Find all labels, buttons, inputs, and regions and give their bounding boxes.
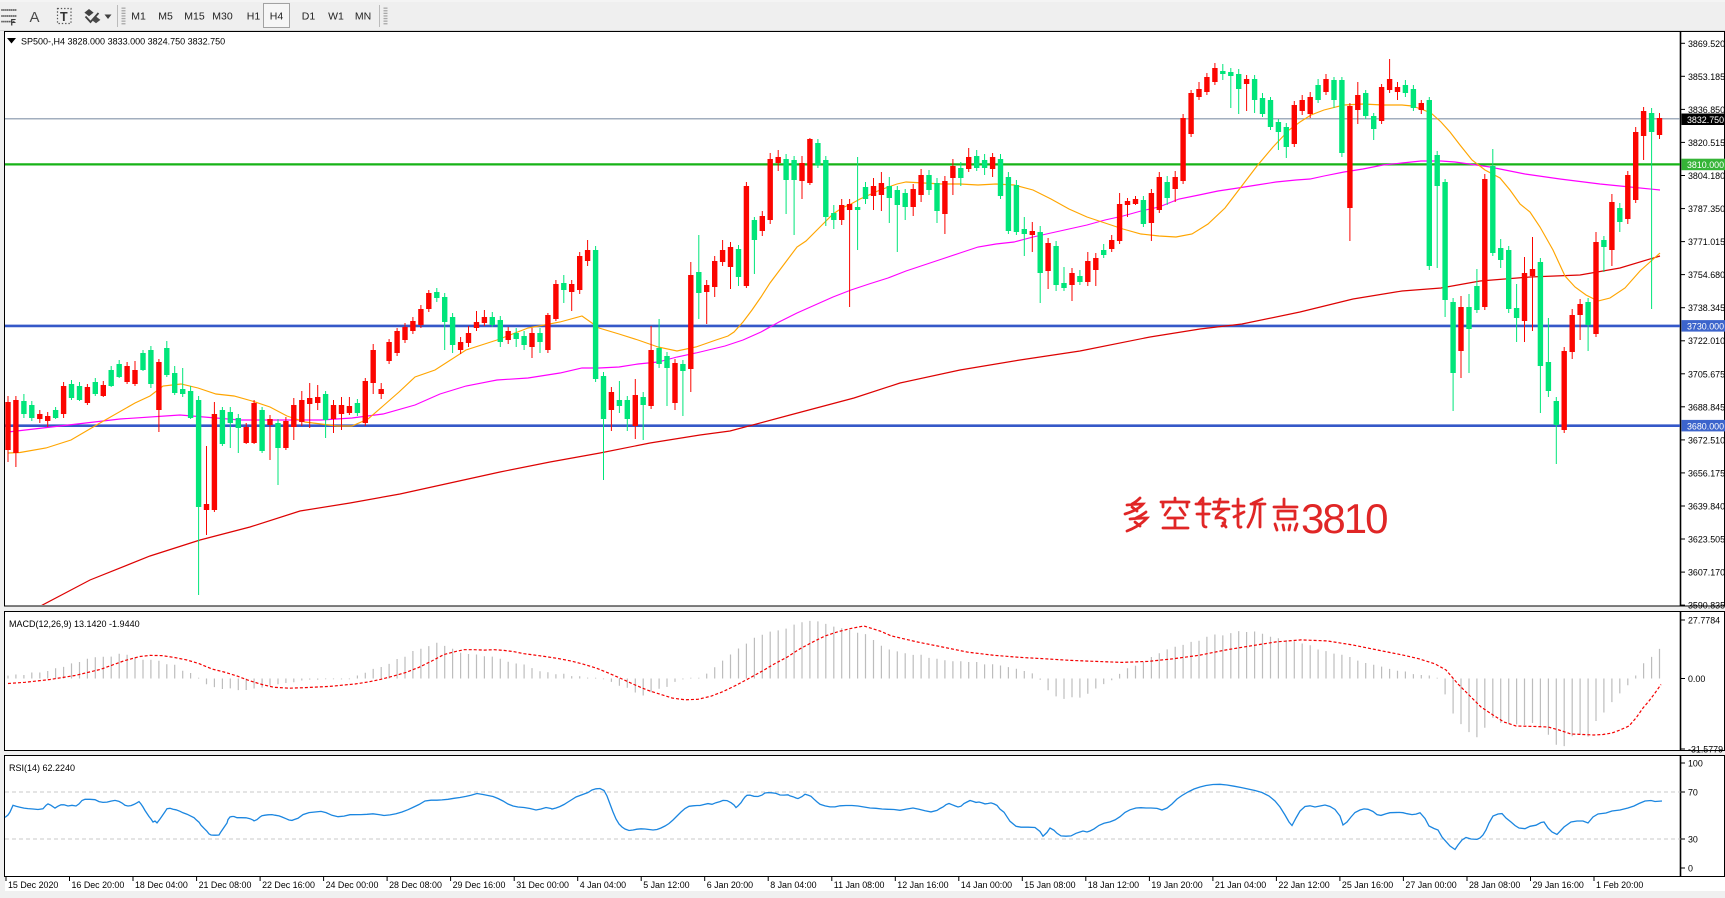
- svg-text:18 Dec 04:00: 18 Dec 04:00: [135, 880, 188, 890]
- svg-text:M5: M5: [158, 11, 173, 23]
- svg-text:3680.000: 3680.000: [1687, 421, 1724, 431]
- svg-text:14 Jan 00:00: 14 Jan 00:00: [961, 880, 1012, 890]
- svg-text:H1: H1: [247, 11, 261, 23]
- svg-text:1 Feb 20:00: 1 Feb 20:00: [1596, 880, 1643, 890]
- svg-text:27.7784: 27.7784: [1688, 616, 1720, 626]
- svg-text:M1: M1: [131, 11, 146, 23]
- svg-text:0: 0: [1688, 864, 1693, 874]
- svg-text:18 Jan 12:00: 18 Jan 12:00: [1088, 880, 1139, 890]
- svg-text:70: 70: [1688, 788, 1698, 798]
- svg-text:29 Jan 16:00: 29 Jan 16:00: [1533, 880, 1584, 890]
- svg-text:3623.505: 3623.505: [1688, 535, 1725, 545]
- svg-text:3832.750: 3832.750: [1687, 115, 1724, 125]
- svg-text:3869.520: 3869.520: [1688, 39, 1725, 49]
- svg-text:12 Jan 16:00: 12 Jan 16:00: [897, 880, 948, 890]
- svg-text:3656.175: 3656.175: [1688, 468, 1725, 478]
- svg-text:22 Dec 16:00: 22 Dec 16:00: [262, 880, 315, 890]
- svg-text:MN: MN: [355, 11, 371, 23]
- svg-text:3639.840: 3639.840: [1688, 502, 1725, 512]
- svg-text:3804.180: 3804.180: [1688, 171, 1725, 181]
- svg-text:25 Jan 16:00: 25 Jan 16:00: [1342, 880, 1393, 890]
- svg-text:H4: H4: [270, 11, 284, 23]
- svg-text:21 Dec 08:00: 21 Dec 08:00: [199, 880, 252, 890]
- svg-text:A: A: [30, 9, 40, 26]
- svg-text:3836.850: 3836.850: [1688, 105, 1725, 115]
- svg-text:3810.000: 3810.000: [1687, 160, 1724, 170]
- svg-text:27 Jan 00:00: 27 Jan 00:00: [1405, 880, 1456, 890]
- svg-text:4 Jan 04:00: 4 Jan 04:00: [580, 880, 626, 890]
- svg-text:D1: D1: [302, 11, 316, 23]
- svg-text:11 Jan 08:00: 11 Jan 08:00: [834, 880, 885, 890]
- svg-text:0.00: 0.00: [1688, 674, 1705, 684]
- svg-text:30: 30: [1688, 835, 1698, 845]
- svg-text:MACD(12,26,9) 13.1420 -1.9440: MACD(12,26,9) 13.1420 -1.9440: [9, 619, 140, 629]
- svg-text:3722.010: 3722.010: [1688, 336, 1725, 346]
- svg-text:29 Dec 16:00: 29 Dec 16:00: [453, 880, 506, 890]
- svg-text:15 Dec 2020: 15 Dec 2020: [8, 880, 58, 890]
- svg-text:3853.185: 3853.185: [1688, 72, 1725, 82]
- svg-text:19 Jan 20:00: 19 Jan 20:00: [1151, 880, 1202, 890]
- svg-text:24 Dec 00:00: 24 Dec 00:00: [326, 880, 379, 890]
- svg-text:3672.510: 3672.510: [1688, 435, 1725, 445]
- svg-text:M15: M15: [184, 11, 205, 23]
- svg-text:3738.345: 3738.345: [1688, 303, 1725, 313]
- svg-text:T: T: [60, 10, 68, 24]
- svg-text:3705.675: 3705.675: [1688, 369, 1725, 379]
- svg-text:3730.000: 3730.000: [1687, 322, 1724, 332]
- svg-text:8 Jan 04:00: 8 Jan 04:00: [770, 880, 816, 890]
- svg-text:F: F: [11, 18, 17, 28]
- svg-text:31 Dec 00:00: 31 Dec 00:00: [516, 880, 569, 890]
- svg-text:100: 100: [1688, 759, 1703, 769]
- svg-text:3787.350: 3787.350: [1688, 204, 1725, 214]
- svg-text:SP500-,H4 3828.000 3833.000 3: SP500-,H4 3828.000 3833.000 3824.750 383…: [21, 37, 225, 47]
- svg-text:3688.845: 3688.845: [1688, 402, 1725, 412]
- svg-text:3754.680: 3754.680: [1688, 270, 1725, 280]
- svg-text:5 Jan 12:00: 5 Jan 12:00: [643, 880, 689, 890]
- svg-text:21 Jan 04:00: 21 Jan 04:00: [1215, 880, 1266, 890]
- svg-text:-31.5779: -31.5779: [1688, 745, 1723, 755]
- svg-text:3820.515: 3820.515: [1688, 138, 1725, 148]
- svg-text:RSI(14) 62.2240: RSI(14) 62.2240: [9, 763, 75, 773]
- svg-text:3771.015: 3771.015: [1688, 237, 1725, 247]
- svg-text:22 Jan 12:00: 22 Jan 12:00: [1278, 880, 1329, 890]
- svg-text:W1: W1: [328, 11, 344, 23]
- svg-text:3607.170: 3607.170: [1688, 568, 1725, 578]
- svg-text:16 Dec 20:00: 16 Dec 20:00: [72, 880, 125, 890]
- svg-text:28 Jan 08:00: 28 Jan 08:00: [1469, 880, 1520, 890]
- svg-text:6 Jan 20:00: 6 Jan 20:00: [707, 880, 753, 890]
- svg-text:3810: 3810: [1301, 495, 1387, 542]
- svg-text:28 Dec 08:00: 28 Dec 08:00: [389, 880, 442, 890]
- svg-text:M30: M30: [212, 11, 233, 23]
- svg-text:15 Jan 08:00: 15 Jan 08:00: [1024, 880, 1075, 890]
- svg-text:3590.835: 3590.835: [1688, 601, 1725, 611]
